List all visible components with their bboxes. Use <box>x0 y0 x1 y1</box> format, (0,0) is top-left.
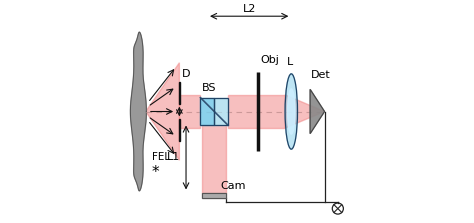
Text: *: * <box>152 165 159 180</box>
Text: Det: Det <box>311 70 331 81</box>
Bar <box>179 82 180 104</box>
Polygon shape <box>285 95 325 128</box>
Text: D: D <box>182 69 191 79</box>
Ellipse shape <box>288 89 295 134</box>
Polygon shape <box>146 63 179 160</box>
Polygon shape <box>130 32 146 191</box>
Text: L: L <box>287 57 293 67</box>
Polygon shape <box>228 95 285 128</box>
Polygon shape <box>201 125 226 193</box>
Text: BS: BS <box>201 83 216 93</box>
Bar <box>201 193 226 198</box>
Bar <box>179 119 180 141</box>
Text: L1: L1 <box>167 153 181 163</box>
Ellipse shape <box>285 74 298 149</box>
Text: Obj: Obj <box>260 55 279 65</box>
Text: L2: L2 <box>243 4 256 14</box>
Polygon shape <box>310 89 325 134</box>
Bar <box>201 98 214 125</box>
Bar <box>201 193 226 198</box>
Bar <box>214 98 228 125</box>
Polygon shape <box>179 95 201 128</box>
Text: Cam: Cam <box>220 181 246 191</box>
Text: FEL: FEL <box>152 153 170 163</box>
Bar <box>214 98 228 125</box>
Bar <box>201 98 214 125</box>
